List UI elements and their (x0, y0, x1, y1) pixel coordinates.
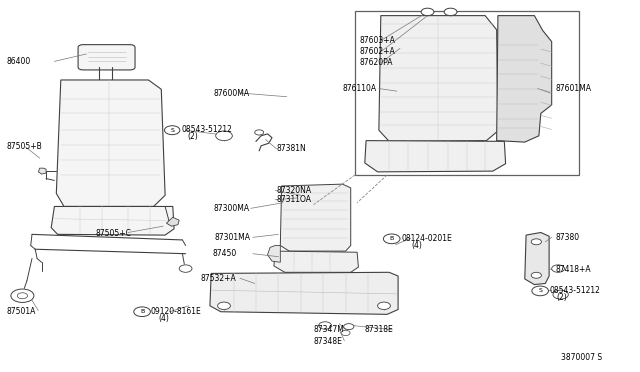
FancyBboxPatch shape (78, 45, 135, 70)
Text: 08543-51212: 08543-51212 (549, 286, 600, 295)
Text: 87505+B: 87505+B (6, 142, 42, 151)
Text: 3870007 S: 3870007 S (561, 353, 602, 362)
Text: (2): (2) (557, 293, 568, 302)
Text: 87311OA: 87311OA (276, 195, 312, 204)
Circle shape (218, 302, 230, 310)
Polygon shape (280, 184, 351, 251)
Circle shape (383, 234, 400, 244)
Circle shape (421, 8, 434, 16)
Text: 87380: 87380 (556, 233, 580, 242)
Text: B: B (140, 309, 144, 314)
Polygon shape (38, 168, 46, 174)
Polygon shape (210, 272, 398, 314)
Circle shape (553, 290, 568, 299)
Circle shape (531, 272, 541, 278)
Text: 87381N: 87381N (276, 144, 306, 153)
Text: 87347M: 87347M (314, 325, 344, 334)
Circle shape (134, 307, 150, 317)
Circle shape (17, 293, 28, 299)
Text: B: B (390, 236, 394, 241)
Text: 09120-8161E: 09120-8161E (150, 307, 201, 316)
Text: 87532+A: 87532+A (200, 274, 236, 283)
Circle shape (552, 265, 564, 272)
Polygon shape (525, 232, 549, 285)
Circle shape (319, 322, 332, 329)
Polygon shape (51, 206, 174, 235)
Text: (4): (4) (159, 314, 170, 323)
Polygon shape (166, 217, 179, 226)
Polygon shape (274, 251, 358, 272)
Polygon shape (497, 16, 552, 142)
Text: S: S (170, 128, 174, 133)
Circle shape (164, 126, 180, 135)
Text: 87505+C: 87505+C (96, 229, 132, 238)
Bar (355, 11, 579, 175)
Circle shape (216, 131, 232, 141)
Text: 87450: 87450 (212, 249, 237, 258)
Circle shape (11, 289, 34, 302)
Text: 87320NA: 87320NA (276, 186, 312, 195)
Polygon shape (365, 141, 506, 172)
Text: 08543-51212: 08543-51212 (181, 125, 232, 134)
Polygon shape (56, 80, 165, 206)
Text: 86400: 86400 (6, 57, 31, 66)
Text: 87301MA: 87301MA (214, 233, 250, 242)
Text: (4): (4) (411, 241, 422, 250)
Text: 87300MA: 87300MA (213, 204, 249, 213)
Circle shape (341, 330, 350, 336)
Text: 08124-0201E: 08124-0201E (402, 234, 452, 243)
Circle shape (444, 8, 457, 16)
Text: (2): (2) (188, 132, 198, 141)
Polygon shape (268, 246, 280, 262)
Circle shape (344, 324, 354, 330)
Text: 876110A: 876110A (342, 84, 376, 93)
Text: 87318E: 87318E (365, 325, 394, 334)
Circle shape (532, 286, 548, 296)
Text: 87603+A: 87603+A (359, 36, 395, 45)
Text: 87601MA: 87601MA (556, 84, 591, 93)
Circle shape (378, 302, 390, 310)
Polygon shape (379, 16, 498, 141)
Circle shape (531, 239, 541, 245)
Text: S: S (538, 288, 542, 294)
Text: 87348E: 87348E (314, 337, 342, 346)
Text: 87418+A: 87418+A (556, 265, 591, 274)
Circle shape (255, 130, 264, 135)
Text: 87600MA: 87600MA (213, 89, 249, 97)
Text: 87602+A: 87602+A (359, 47, 395, 56)
Text: 87501A: 87501A (6, 307, 36, 316)
Circle shape (179, 265, 192, 272)
Text: 87620PA: 87620PA (359, 58, 392, 67)
